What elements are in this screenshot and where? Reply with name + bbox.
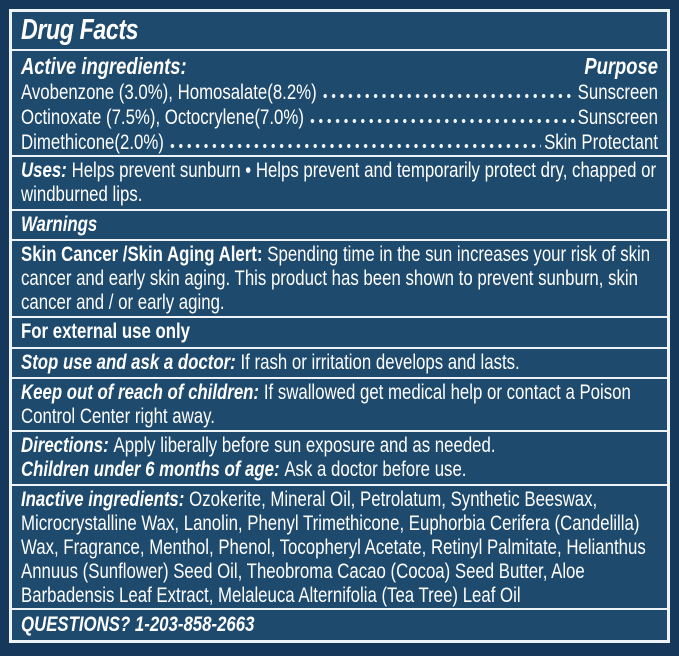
active-ingredients-section: Active ingredients: Purpose Avobenzone (… <box>12 49 667 155</box>
stop-use-text: If rash or irritation develops and lasts… <box>240 350 520 374</box>
inactive-ingredients-section: Inactive ingredients: Ozokerite, Mineral … <box>12 484 667 608</box>
children-under-6-line: Children under 6 months of age: Ask a doc… <box>21 458 658 482</box>
directions-line: Directions: Apply liberally before sun ex… <box>21 434 658 458</box>
purpose-heading: Purpose <box>584 53 658 80</box>
children-under-6-text: Ask a doctor before use. <box>284 458 467 482</box>
skin-cancer-alert-label: Skin Cancer /Skin Aging Alert: <box>21 243 263 267</box>
ingredient-row: Octinoxate (7.5%), Octocrylene(7.0%) Sun… <box>21 105 658 130</box>
skin-cancer-alert-section: Skin Cancer /Skin Aging Alert: Spending t… <box>12 239 667 316</box>
directions-label: Directions: <box>21 434 109 458</box>
external-use-section: For external use only <box>12 316 667 346</box>
inactive-ingredients-text: Ozokerite, Mineral Oil, Petrolatum, Synt… <box>21 488 646 608</box>
directions-text: Apply liberally before sun exposure and … <box>113 434 496 458</box>
active-ingredients-heading: Active ingredients: <box>21 53 187 80</box>
inactive-ingredients-label: Inactive ingredients: <box>21 488 185 512</box>
ingredient-row: Avobenzone (3.0%), Homosalate(8.2%) Suns… <box>21 80 658 105</box>
directions-section: Directions: Apply liberally before sun ex… <box>12 430 667 484</box>
warnings-section: Warnings <box>12 208 667 239</box>
active-ingredients-header-row: Active ingredients: Purpose <box>21 53 658 80</box>
stop-use-label: Stop use and ask a doctor: <box>21 350 236 374</box>
dot-leader <box>167 141 541 152</box>
skin-cancer-alert-text: Spending time in the sun increases your … <box>21 243 651 315</box>
uses-label: Uses: <box>21 159 67 183</box>
keep-out-of-reach-section: Keep out of reach of children: If swallow… <box>12 376 667 431</box>
keep-out-text: If swallowed get medical help or contact… <box>21 380 631 428</box>
ingredient-row: Dimethicone(2.0%) Skin Protectant <box>21 130 658 155</box>
title-section: Drug Facts <box>12 12 667 49</box>
dot-leader <box>307 116 575 127</box>
dot-leader <box>320 91 575 102</box>
questions-text: QUESTIONS? 1-203-858-2663 <box>21 612 255 636</box>
warnings-heading: Warnings <box>21 212 98 236</box>
ingredient-purpose: Sunscreen <box>577 81 658 105</box>
stop-use-section: Stop use and ask a doctor: If rash or irr… <box>12 346 667 377</box>
questions-section: QUESTIONS? 1-203-858-2663 <box>12 607 667 640</box>
ingredient-name: Dimethicone(2.0%) <box>21 131 164 155</box>
children-under-6-label: Children under 6 months of age: <box>21 458 280 482</box>
drug-facts-panel: Drug Facts Active ingredients: Purpose A… <box>9 9 670 643</box>
uses-text: Helps prevent sunburn • Helps prevent an… <box>21 159 657 207</box>
uses-section: Uses: Helps prevent sunburn • Helps preve… <box>12 155 667 209</box>
keep-out-label: Keep out of reach of children: <box>21 380 260 404</box>
page-title: Drug Facts <box>21 14 139 46</box>
external-use-text: For external use only <box>21 320 190 344</box>
ingredient-purpose: Sunscreen <box>577 106 658 130</box>
ingredient-name: Avobenzone (3.0%), Homosalate(8.2%) <box>21 81 317 105</box>
ingredient-purpose: Skin Protectant <box>544 131 658 155</box>
ingredient-name: Octinoxate (7.5%), Octocrylene(7.0%) <box>21 106 304 130</box>
